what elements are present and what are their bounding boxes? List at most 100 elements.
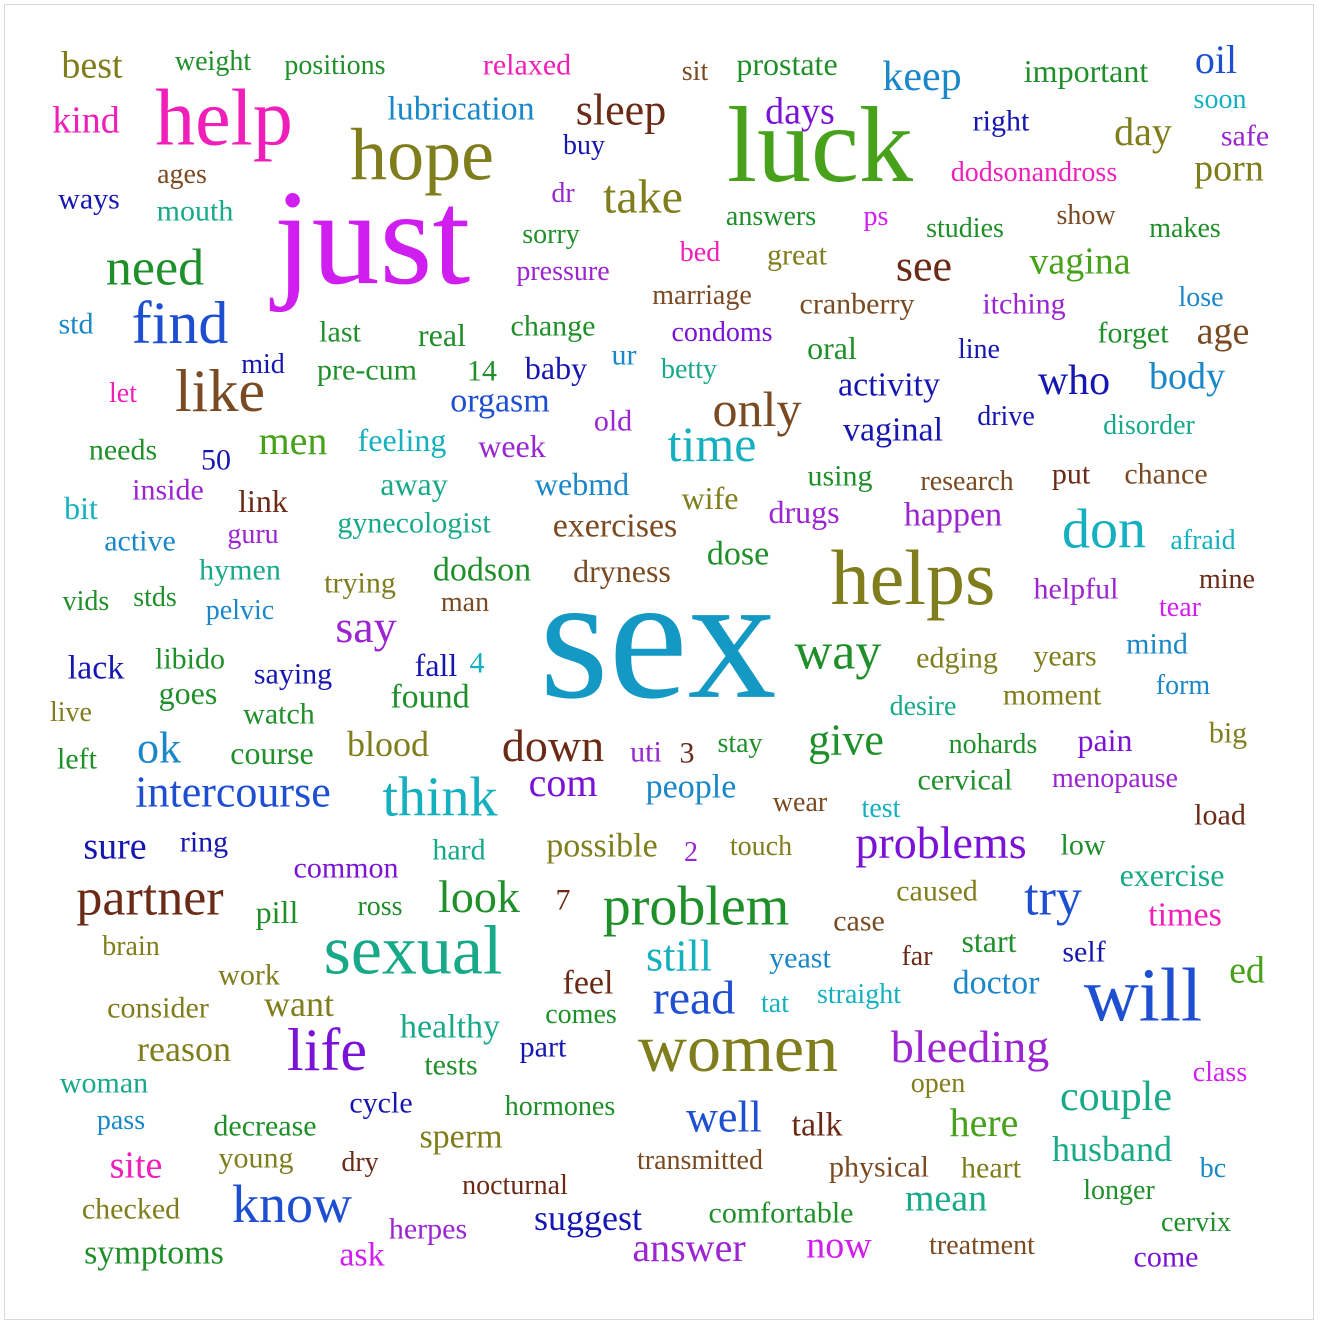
word-watch: watch	[243, 697, 315, 731]
word-symptoms: symptoms	[84, 1234, 224, 1272]
word-nocturnal: nocturnal	[462, 1169, 568, 1201]
word-ok: ok	[137, 723, 181, 773]
word-dodsonandross: dodsonandross	[950, 156, 1118, 188]
word-using: using	[807, 459, 873, 493]
word-lubrication: lubrication	[387, 90, 535, 128]
word-50: 50	[201, 443, 231, 477]
word-life: life	[287, 1016, 367, 1083]
word-part: part	[519, 1030, 567, 1064]
word-ways: ways	[58, 182, 120, 216]
word-body: body	[1149, 355, 1225, 398]
word-man: man	[440, 586, 490, 618]
word-test: test	[861, 792, 901, 824]
word-still: still	[645, 931, 713, 981]
word-feel: feel	[562, 964, 614, 1002]
word-research: research	[920, 465, 1014, 497]
word-brain: brain	[102, 930, 160, 962]
word-checked: checked	[81, 1192, 181, 1226]
word-right: right	[972, 104, 1030, 138]
word-stds: stds	[133, 581, 177, 613]
word-physical: physical	[829, 1150, 929, 1184]
word-suggest: suggest	[534, 1198, 642, 1239]
word-pre-cum: pre-cum	[317, 353, 417, 387]
word-load: load	[1194, 798, 1246, 832]
word-work: work	[218, 958, 280, 992]
word-guru: guru	[227, 518, 279, 550]
word-ross: ross	[357, 890, 403, 922]
word-show: show	[1056, 199, 1116, 231]
word-decrease: decrease	[213, 1109, 317, 1143]
word-far: far	[901, 940, 933, 972]
word-pelvic: pelvic	[205, 594, 275, 626]
word-prostate: prostate	[736, 45, 838, 82]
word-marriage: marriage	[652, 279, 752, 311]
word-possible: possible	[546, 827, 658, 865]
word-mind: mind	[1126, 627, 1188, 661]
word-stay: stay	[717, 727, 763, 759]
word-heart: heart	[961, 1151, 1021, 1185]
word-dr: dr	[551, 177, 575, 209]
word-webmd: webmd	[534, 465, 630, 502]
word-men: men	[258, 418, 328, 464]
word-comfortable: comfortable	[708, 1196, 854, 1230]
word-oil: oil	[1194, 37, 1238, 83]
word-itching: itching	[982, 287, 1066, 321]
word-vaginal: vaginal	[842, 411, 944, 449]
word-desire: desire	[889, 690, 957, 722]
word-tat: tat	[761, 987, 789, 1019]
word-forget: forget	[1097, 316, 1169, 350]
word-pain: pain	[1077, 721, 1133, 758]
word-gynecologist: gynecologist	[337, 506, 491, 540]
word-think: think	[382, 766, 498, 829]
word-answers: answers	[725, 200, 817, 232]
word-sex: sex	[539, 537, 777, 736]
word-activity: activity	[838, 366, 940, 404]
word-live: live	[50, 696, 92, 728]
word-weight: weight	[174, 45, 252, 77]
word-positions: positions	[284, 49, 386, 81]
word-pill: pill	[255, 893, 299, 930]
word-exercise: exercise	[1119, 856, 1225, 893]
word-sure: sure	[83, 825, 147, 868]
word-old: old	[593, 404, 633, 438]
word-site: site	[109, 1144, 163, 1187]
word-hope: hope	[350, 114, 494, 197]
word-week: week	[478, 427, 546, 464]
word-goes: goes	[158, 674, 218, 711]
word-exercises: exercises	[552, 507, 678, 545]
word-chance: chance	[1124, 457, 1208, 491]
word-ps: ps	[863, 200, 889, 232]
word-self: self	[1062, 935, 1106, 969]
word-relaxed: relaxed	[482, 48, 572, 82]
word-days: days	[765, 90, 835, 133]
word-hard: hard	[432, 833, 486, 867]
word-caused: caused	[896, 874, 978, 908]
word-uti: uti	[630, 735, 662, 769]
word-left: left	[57, 742, 97, 776]
word-put: put	[1051, 457, 1091, 491]
word-drugs: drugs	[768, 493, 840, 530]
word-low: low	[1060, 828, 1106, 862]
word-pass: pass	[96, 1104, 146, 1136]
word-try: try	[1024, 869, 1082, 927]
word-fall: fall	[414, 646, 458, 683]
word-edging: edging	[916, 641, 998, 675]
word-mine: mine	[1199, 563, 1255, 595]
word-helpful: helpful	[1033, 572, 1119, 606]
word-blood: blood	[346, 724, 430, 765]
word-want: want	[264, 984, 334, 1025]
word-down: down	[501, 719, 605, 771]
word-problem: problem	[602, 875, 790, 938]
word-ring: ring	[179, 825, 229, 859]
word-help: help	[155, 74, 293, 163]
word-young: young	[218, 1141, 294, 1175]
word-oral: oral	[807, 329, 857, 366]
word-active: active	[104, 524, 176, 558]
word-consider: consider	[107, 991, 209, 1025]
word-day: day	[1114, 109, 1172, 155]
word-ed: ed	[1229, 949, 1265, 992]
word-kind: kind	[52, 99, 120, 142]
word-moment: moment	[1002, 678, 1102, 712]
word-cranberry: cranberry	[799, 287, 915, 321]
word-lose: lose	[1178, 281, 1224, 313]
